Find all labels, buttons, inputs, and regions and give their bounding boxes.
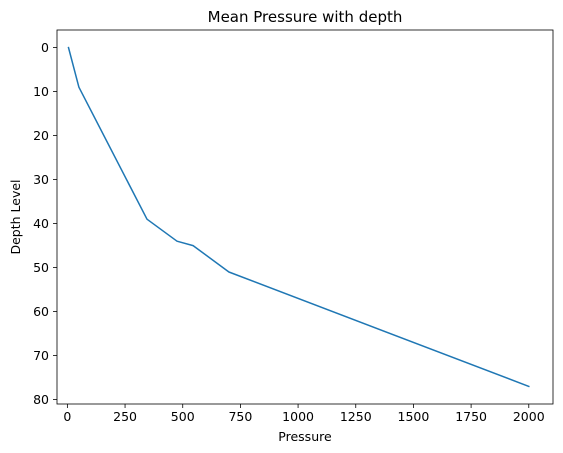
- x-tick-label: 1250: [340, 409, 372, 424]
- y-tick-label: 30: [33, 172, 49, 187]
- x-tick-label: 250: [113, 409, 137, 424]
- x-tick-label: 500: [171, 409, 195, 424]
- plot-area: [67, 46, 530, 388]
- x-axis: 0 250 500 750 1000 1250 1500 1750 2000: [63, 404, 545, 424]
- series-line: [67, 46, 530, 388]
- y-tick-label: 10: [33, 84, 49, 99]
- x-tick-label: 0: [63, 409, 71, 424]
- chart-title: Mean Pressure with depth: [208, 8, 403, 26]
- y-tick-label: 0: [41, 40, 49, 55]
- y-tick-label: 20: [33, 128, 49, 143]
- y-tick-label: 40: [33, 216, 49, 231]
- y-tick-label: 80: [33, 392, 49, 407]
- plot-frame: [56, 29, 554, 405]
- y-tick-label: 70: [33, 348, 49, 363]
- y-tick-label: 50: [33, 260, 49, 275]
- y-tick-label: 60: [33, 304, 49, 319]
- y-axis: 0 10 20 30 40 50 60 70 80: [33, 40, 57, 407]
- y-axis-label: Depth Level: [8, 179, 23, 254]
- x-tick-label: 2000: [513, 409, 545, 424]
- x-tick-label: 750: [228, 409, 252, 424]
- x-axis-label: Pressure: [278, 429, 332, 444]
- x-tick-label: 1750: [455, 409, 487, 424]
- x-tick-label: 1000: [282, 409, 314, 424]
- x-tick-label: 1500: [398, 409, 430, 424]
